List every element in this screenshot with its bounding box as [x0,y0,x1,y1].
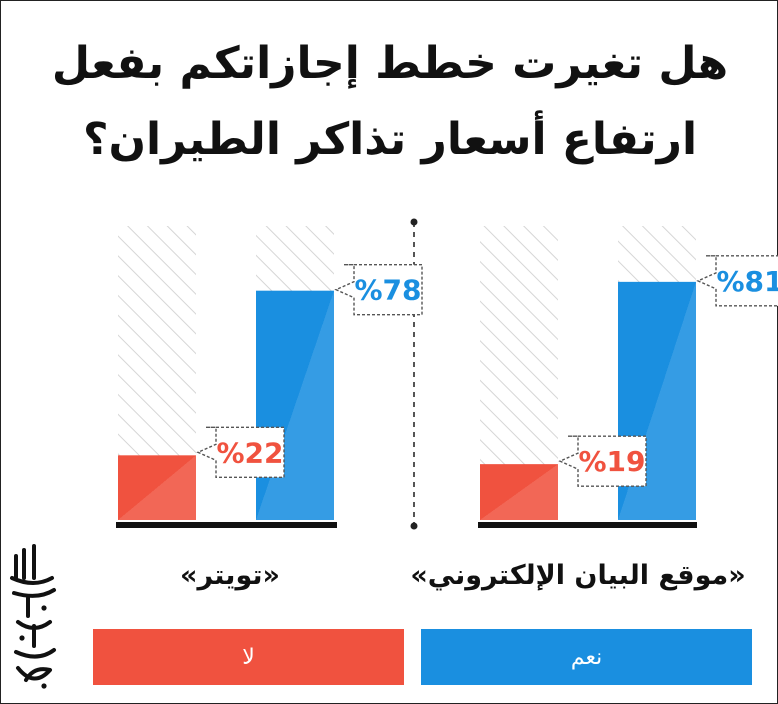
yes-website-value-label: %81 [696,255,778,307]
no-twitter-bar-sheen [118,455,196,520]
divider-dot-bottom [410,522,418,530]
legend-yes: نعم [421,629,752,685]
category-label-albayan-website: «موقع البيان الإلكتروني» [410,560,746,591]
yes-twitter-label-text: %78 [354,274,421,307]
legend-yes-label: نعم [570,644,603,670]
no-website-value-label: %19 [558,435,647,487]
no-website-label-box [558,435,647,487]
albayan-logo [10,544,56,689]
no-website-label-text: %19 [578,445,645,478]
chart-title-line1: هل تغيرت خطط إجازاتكم بفعل [51,38,729,89]
yes-website-label-box [696,255,778,307]
no-twitter-value-label: %22 [196,426,285,479]
yes-twitter-bar-sheen [256,290,334,520]
yes-website-label-text: %81 [716,265,778,298]
legend-no-label: لا [242,644,255,670]
yes-twitter-label-box [334,263,423,316]
no-twitter-label-box [196,426,285,479]
no-website-bar-sheen [480,464,558,520]
divider-dot-top [410,218,418,226]
chart-title-line2: ارتفاع أسعار تذاكر الطيران؟ [82,114,698,165]
yes-twitter-value-label: %78 [334,263,423,316]
category-label-twitter: «تويتر» [180,560,280,591]
legend-no: لا [93,629,404,685]
no-twitter-label-text: %22 [216,436,283,469]
